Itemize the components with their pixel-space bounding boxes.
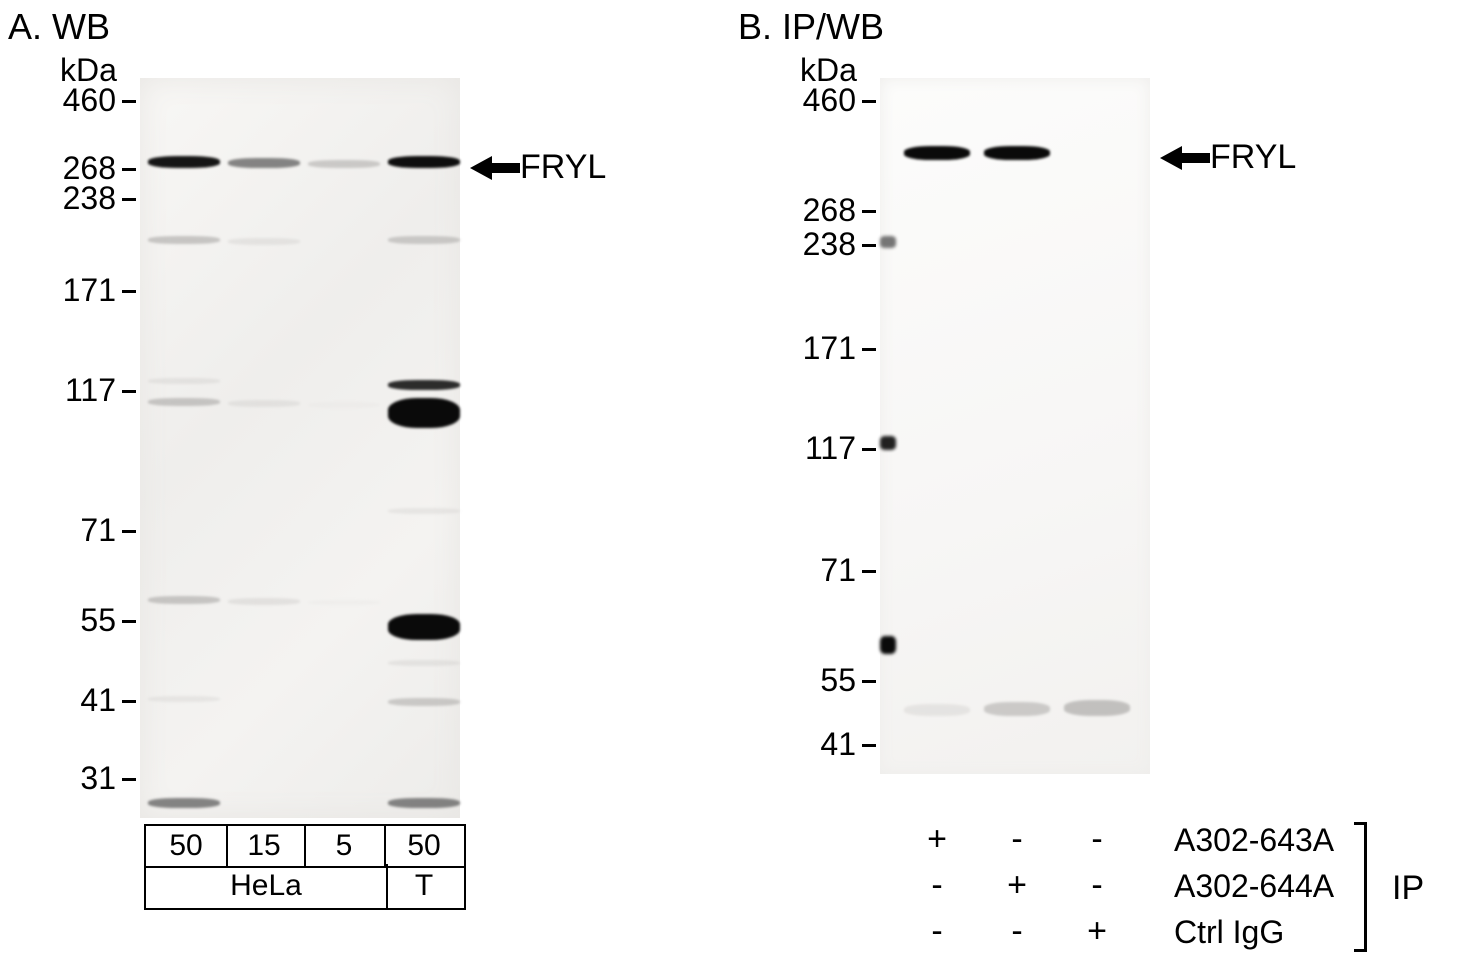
wb-band [148,798,220,808]
wb-band [308,600,380,605]
mw-tick [862,348,876,351]
mw-tick-label: 117 [46,372,116,409]
figure-root: A. WB kDa 46026823817111771554131 FRYL 5… [0,0,1472,978]
ip-bracket-line [1364,822,1367,952]
mw-tick [862,244,876,247]
edge-smear [880,236,896,248]
ip-symbol: - [904,912,970,951]
mw-tick-label: 238 [46,180,116,217]
mw-tick-label: 268 [786,192,856,229]
mw-tick [122,530,136,533]
mw-tick [862,680,876,683]
lane-sample-label: HeLa [144,864,388,910]
ip-bracket-top [1354,822,1367,825]
wb-band [984,146,1050,160]
panel-b-title: B. IP/WB [738,6,884,48]
ip-bracket-label: IP [1392,869,1424,908]
wb-band [148,156,220,168]
mw-tick [122,390,136,393]
wb-band [984,702,1050,716]
mw-tick [122,198,136,201]
arrow-left-icon [470,154,520,182]
wb-band [228,238,300,245]
wb-band [388,660,460,666]
ip-symbol: - [904,866,970,905]
ip-antibody-name: A302-644A [1174,868,1334,905]
ip-symbol: - [984,820,1050,859]
mw-tick [122,620,136,623]
lane-load-label: 50 [384,824,466,868]
mw-tick [122,290,136,293]
arrow-left-icon [1160,144,1210,172]
mw-tick [862,100,876,103]
ip-antibody-name: A302-643A [1174,822,1334,859]
mw-tick-label: 31 [46,760,116,797]
panel-a-title: A. WB [8,6,110,48]
wb-band [308,402,380,408]
wb-band [148,696,220,702]
wb-band [148,378,220,384]
wb-band [148,596,220,604]
wb-band [148,398,220,406]
wb-band [388,508,460,514]
wb-band [228,400,300,407]
wb-band [228,158,300,168]
edge-smear [880,636,896,654]
panel-a-arrow: FRYL [470,148,606,187]
wb-band [388,798,460,808]
ip-antibody-name: Ctrl IgG [1174,914,1284,951]
panel-b-blot [880,78,1150,774]
ip-symbol: - [1064,820,1130,859]
ip-symbol: - [1064,866,1130,905]
mw-tick-label: 41 [786,726,856,763]
mw-tick-label: 55 [46,602,116,639]
wb-band [904,704,970,716]
ip-symbol: - [984,912,1050,951]
mw-tick-label: 171 [46,272,116,309]
wb-band [228,598,300,605]
wb-band [388,380,460,390]
wb-band [904,146,970,160]
mw-tick-label: 41 [46,682,116,719]
wb-band [388,156,460,168]
wb-band [1064,700,1130,716]
wb-band [388,698,460,706]
mw-tick [862,210,876,213]
mw-tick-label: 238 [786,226,856,263]
mw-tick [122,168,136,171]
ip-bracket-bottom [1354,949,1367,952]
mw-tick-label: 71 [786,552,856,589]
mw-tick [862,570,876,573]
panel-b-arrow-text: FRYL [1210,138,1296,177]
mw-tick [122,100,136,103]
mw-tick-label: 117 [786,430,856,467]
lane-load-label: 15 [224,824,306,868]
panel-b-arrow: FRYL [1160,138,1296,177]
panel-a-arrow-text: FRYL [520,148,606,187]
mw-tick-label: 460 [786,82,856,119]
ip-symbol: + [1064,912,1130,951]
panel-a-blot [140,78,460,818]
ip-symbol: + [904,820,970,859]
mw-tick [122,700,136,703]
wb-band [388,614,460,640]
lane-load-label: 50 [144,824,228,868]
mw-tick-label: 71 [46,512,116,549]
wb-band [388,236,460,244]
lane-load-label: 5 [304,824,386,868]
mw-tick [862,448,876,451]
mw-tick-label: 55 [786,662,856,699]
mw-tick [122,778,136,781]
mw-tick-label: 171 [786,330,856,367]
wb-band [308,160,380,168]
edge-smear [880,436,896,450]
wb-band [148,236,220,244]
mw-tick [862,744,876,747]
mw-tick-label: 460 [46,82,116,119]
lane-sample-label: T [384,864,466,910]
ip-symbol: + [984,866,1050,905]
wb-band [388,398,460,428]
